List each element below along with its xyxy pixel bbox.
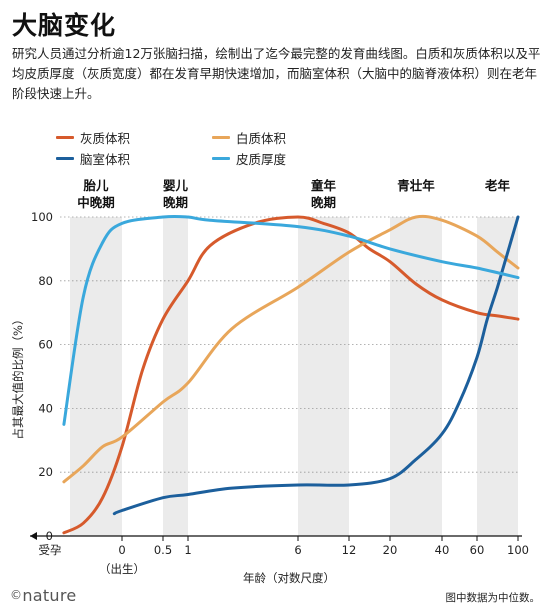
birth-note: （出生） <box>99 562 145 576</box>
legend-swatch <box>56 136 74 139</box>
legend-label: 皮质厚度 <box>236 152 287 167</box>
stage-label: 婴儿 <box>163 178 189 193</box>
stage-band <box>390 217 442 536</box>
y-tick-label: 100 <box>31 210 53 224</box>
stage-label: 晚期 <box>311 195 336 210</box>
x-axis-arrowhead <box>30 532 37 540</box>
cortical-thickness-line <box>62 214 520 426</box>
x-tick-label: 12 <box>342 543 357 557</box>
x-tick-label: 40 <box>435 543 450 557</box>
x-tick-label: 20 <box>383 543 398 557</box>
x-tick-label: 1 <box>184 543 191 557</box>
y-tick-label: 40 <box>38 401 53 415</box>
footnote: 图中数据为中位数。 <box>445 592 541 604</box>
chart-subtitle: 研究人员通过分析逾12万张脑扫描，绘制出了迄今最完整的发育曲线图。白质和灰质体积… <box>12 46 541 101</box>
legend-swatch <box>212 157 230 160</box>
x-tick-label: 受孕 <box>39 543 62 557</box>
legend-label: 白质体积 <box>236 131 287 146</box>
x-tick-label: 60 <box>470 543 485 557</box>
nature-logo: ©nature <box>10 586 77 605</box>
y-tick-label: 60 <box>38 338 53 352</box>
y-axis-label: 占其最大值的比例（%） <box>11 314 25 440</box>
stage-label: 老年 <box>484 178 511 193</box>
x-tick-label: 6 <box>294 543 301 557</box>
legend-item-gray-matter: 灰质体积 <box>56 128 130 147</box>
gray-matter-line <box>62 215 520 535</box>
legend-swatch <box>212 136 230 139</box>
x-tick-label: 100 <box>507 543 529 557</box>
stage-label: 童年 <box>311 178 337 193</box>
x-tick-label: 0.5 <box>154 543 172 557</box>
legend: 灰质体积 白质体积 脑室体积 皮质厚度 <box>56 128 356 168</box>
legend-swatch <box>56 157 74 160</box>
legend-label: 灰质体积 <box>80 131 131 146</box>
stage-band <box>70 217 122 536</box>
y-tick-label: 80 <box>38 274 53 288</box>
legend-label: 脑室体积 <box>80 152 131 167</box>
stage-band <box>298 217 349 536</box>
legend-item-ventricle: 脑室体积 <box>56 149 130 168</box>
x-axis-label: 年龄（对数尺度） <box>243 571 335 585</box>
legend-item-white-matter: 白质体积 <box>212 128 286 147</box>
ventricle-line <box>112 215 520 516</box>
stage-band <box>163 217 188 536</box>
legend-item-cortical-thickness: 皮质厚度 <box>212 149 286 168</box>
stage-label: 青壮年 <box>397 178 435 193</box>
stage-label: 晚期 <box>163 195 188 210</box>
stage-label: 胎儿 <box>83 178 109 193</box>
stage-label: 中晚期 <box>77 195 115 210</box>
x-tick-label: 0 <box>118 543 125 557</box>
y-tick-label: 20 <box>38 465 53 479</box>
white-matter-line <box>62 214 520 484</box>
chart-title: 大脑变化 <box>12 11 117 40</box>
